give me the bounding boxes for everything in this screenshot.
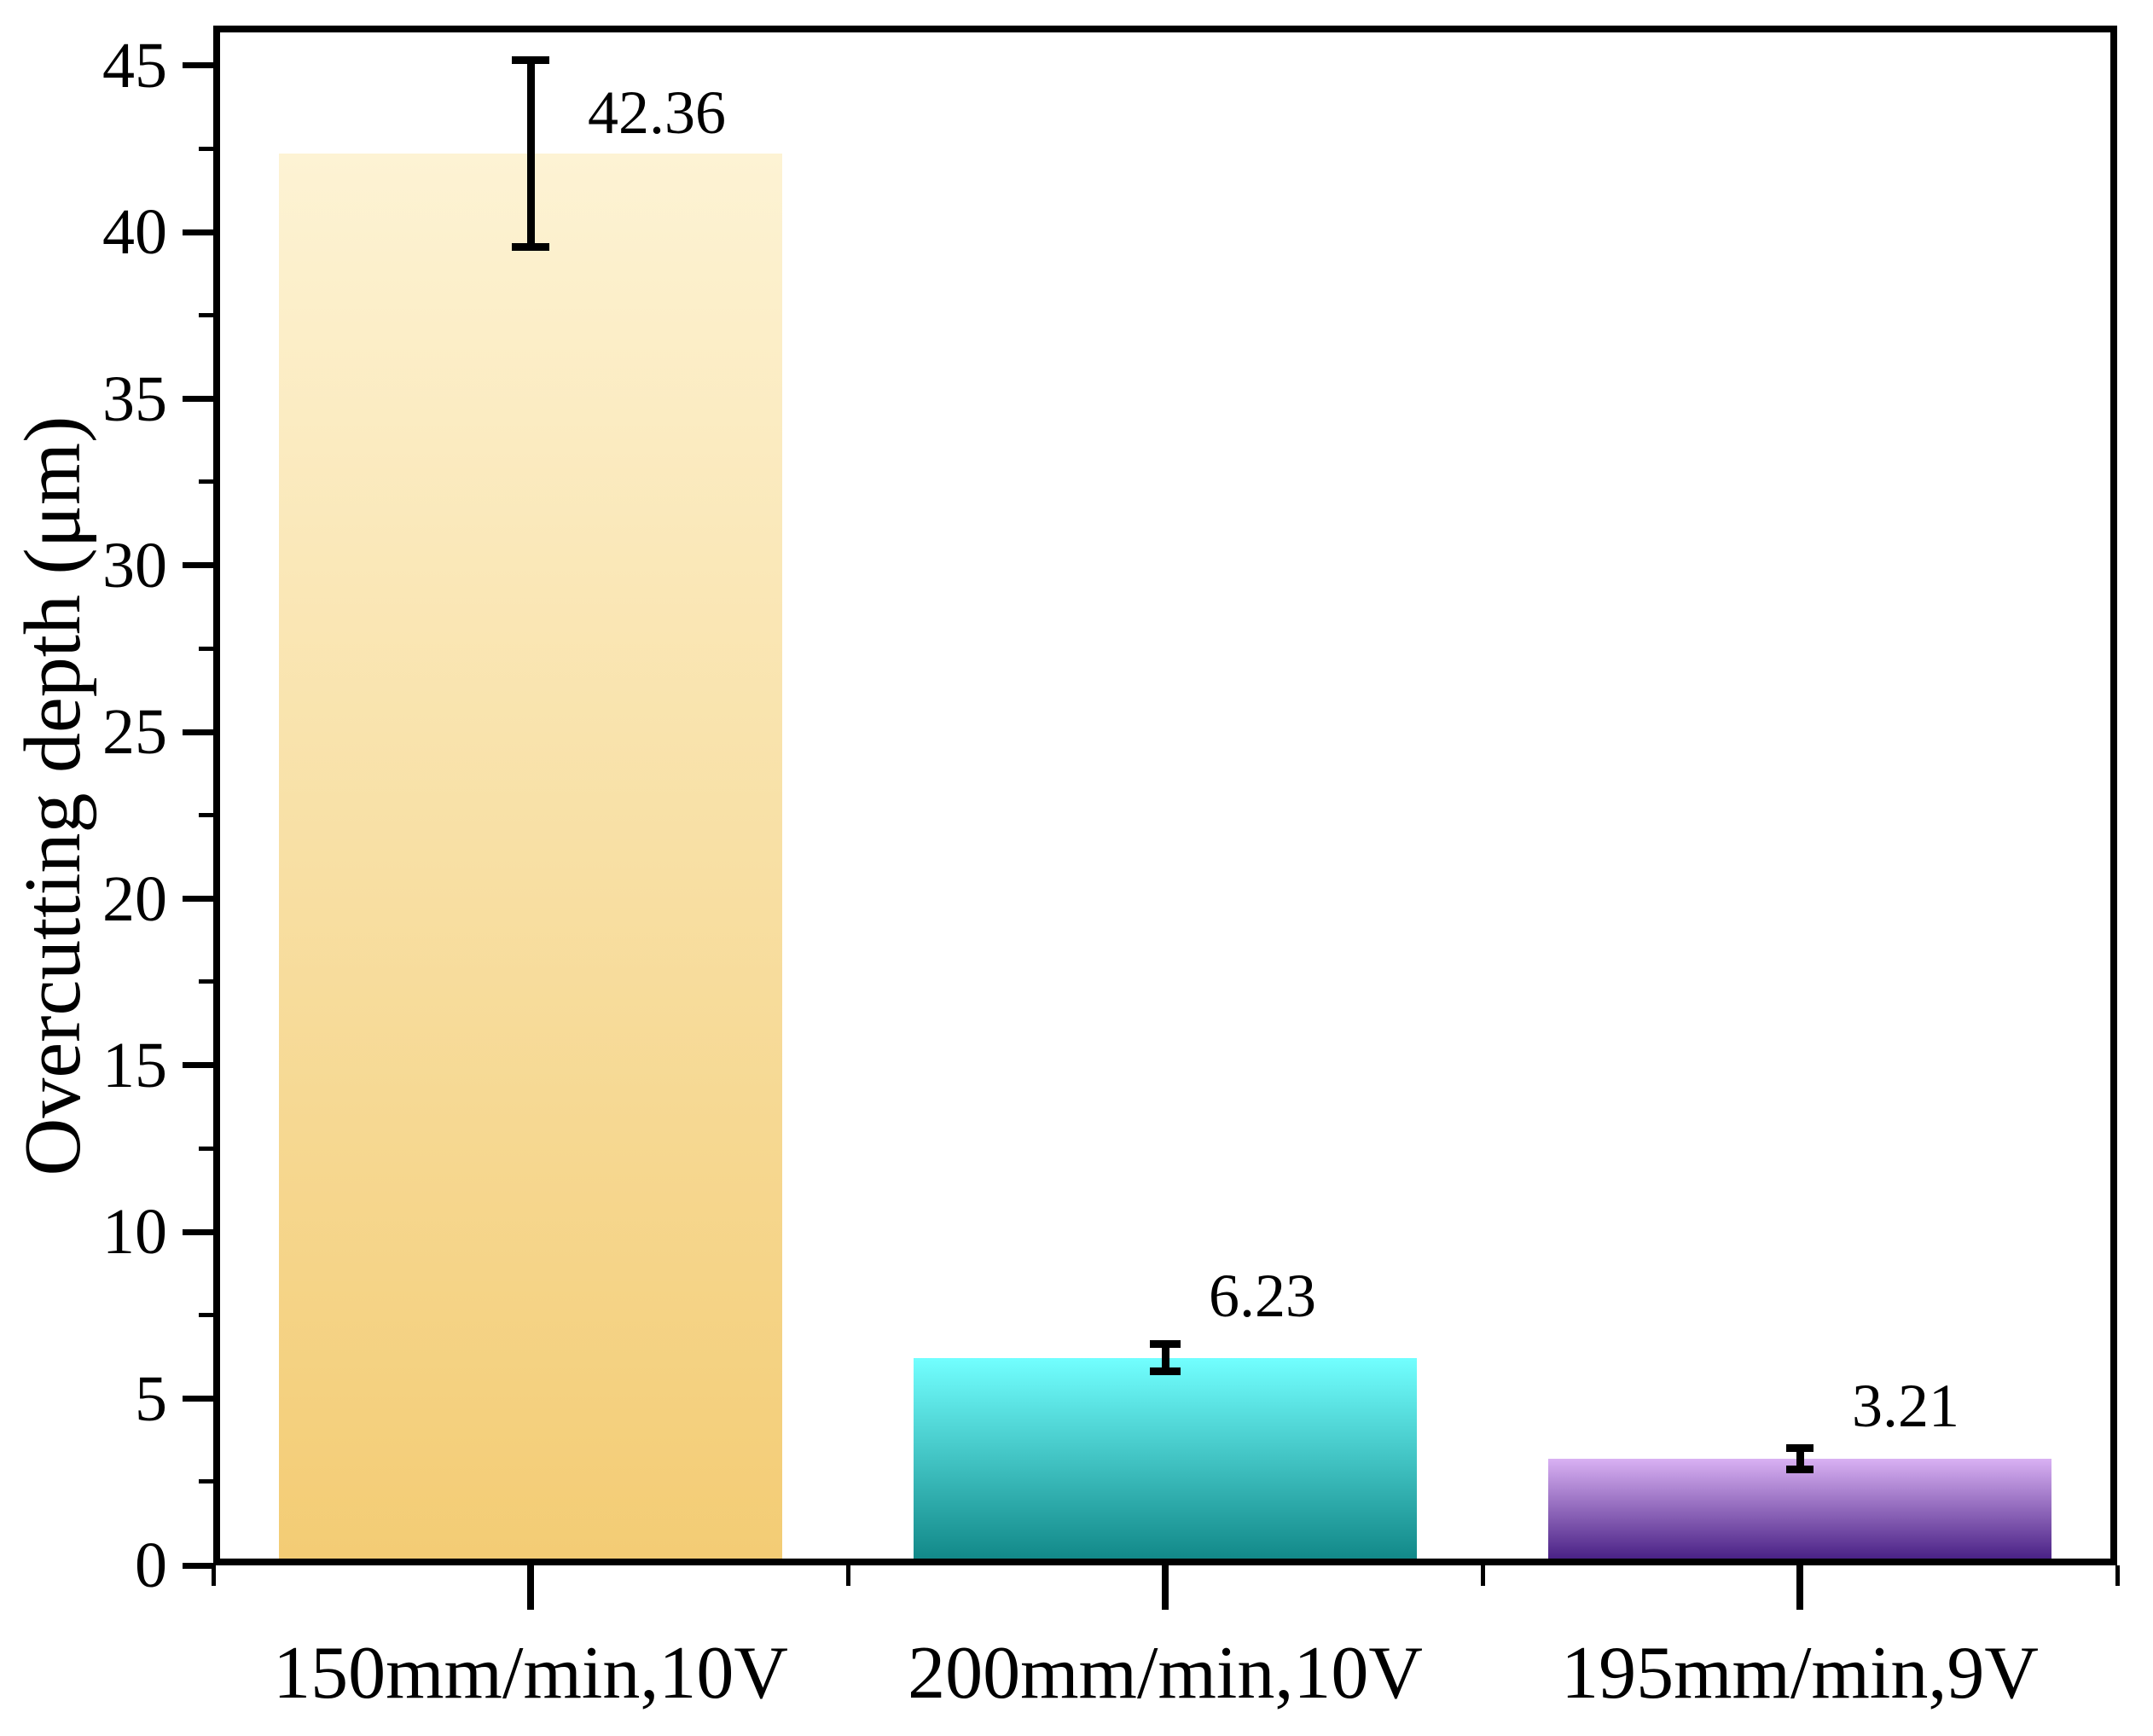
x-axis-major-tick xyxy=(1796,1565,1803,1610)
y-axis-tick-label: 5 xyxy=(135,1362,167,1435)
y-axis-major-tick xyxy=(183,1562,213,1569)
bar-150mm/min,10V xyxy=(279,154,782,1565)
y-axis-tick-label: 15 xyxy=(102,1029,167,1101)
x-axis-minor-tick xyxy=(1480,1565,1485,1586)
error-bar-stem xyxy=(526,60,535,247)
x-axis-category-label: 150mm/min,10V xyxy=(273,1632,788,1715)
y-axis-major-tick xyxy=(183,396,213,403)
y-axis-minor-tick xyxy=(199,1312,213,1317)
y-axis-tick-label: 25 xyxy=(102,696,167,769)
y-axis-minor-tick xyxy=(199,979,213,984)
error-bar-bottom-cap xyxy=(1150,1367,1181,1376)
y-axis-major-tick xyxy=(183,229,213,235)
y-axis-major-tick xyxy=(183,62,213,69)
y-axis-minor-tick xyxy=(199,312,213,317)
x-axis-category-label: 200mm/min,10V xyxy=(908,1632,1423,1715)
y-axis-major-tick xyxy=(183,896,213,903)
y-axis-tick-label: 20 xyxy=(102,862,167,935)
bar-value-label: 6.23 xyxy=(1209,1262,1316,1330)
x-axis-minor-tick xyxy=(845,1565,850,1586)
y-axis-major-tick xyxy=(183,1228,213,1235)
error-bar-stem xyxy=(1796,1448,1804,1470)
error-bar-bottom-cap xyxy=(1786,1465,1814,1473)
y-axis-tick-label: 10 xyxy=(102,1196,167,1269)
y-axis-tick-label: 40 xyxy=(102,196,167,269)
y-axis-tick-label: 30 xyxy=(102,529,167,601)
y-axis-minor-tick xyxy=(199,479,213,485)
x-axis-minor-tick xyxy=(211,1565,216,1586)
error-bar-top-cap xyxy=(512,56,549,65)
x-axis-major-tick xyxy=(527,1565,534,1610)
error-bar-top-cap xyxy=(1150,1340,1181,1349)
x-axis-major-tick xyxy=(1162,1565,1169,1610)
y-axis-major-tick xyxy=(183,729,213,735)
error-bar-top-cap xyxy=(1786,1443,1814,1452)
y-axis-minor-tick xyxy=(199,1146,213,1151)
y-axis-minor-tick xyxy=(199,812,213,817)
bar-value-label: 42.36 xyxy=(588,78,726,147)
y-axis-minor-tick xyxy=(199,146,213,151)
y-axis-tick-label: 0 xyxy=(135,1530,167,1601)
error-bar-bottom-cap xyxy=(512,242,549,251)
x-axis-category-label: 195mm/min,9V xyxy=(1561,1632,2039,1715)
bar-200mm/min,10V xyxy=(914,1357,1417,1565)
y-axis-major-tick xyxy=(183,562,213,569)
y-axis-tick-label: 45 xyxy=(102,29,167,102)
y-axis-tick-label: 35 xyxy=(102,363,167,435)
x-axis-minor-tick xyxy=(2115,1565,2120,1586)
y-axis-minor-tick xyxy=(199,646,213,651)
error-bar-stem xyxy=(1161,1344,1169,1372)
plot-frame xyxy=(213,26,2117,1565)
bar-value-label: 3.21 xyxy=(1852,1372,1959,1440)
y-axis-major-tick xyxy=(183,1062,213,1069)
y-axis-major-tick xyxy=(183,1396,213,1402)
bar-195mm/min,9V xyxy=(1548,1458,2051,1565)
y-axis-minor-tick xyxy=(199,1479,213,1484)
